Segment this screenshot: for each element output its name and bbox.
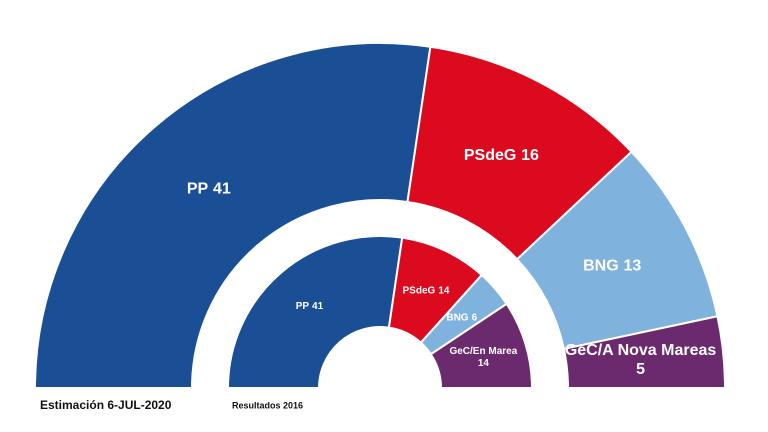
value-label: 6 — [472, 312, 478, 323]
value-label: 41 — [213, 181, 231, 198]
category-label: PSdeG — [403, 285, 436, 296]
category-label: GeC/A Nova Mareas — [565, 342, 717, 359]
segment-label: PP 41 — [187, 181, 231, 198]
chart-title: Resultados 2016 — [232, 400, 303, 410]
segment-label: BNG 6 — [446, 312, 477, 323]
value-label: 16 — [521, 147, 539, 164]
segment-label: GeC/En Marea 14 — [449, 345, 517, 368]
segment-label: GeC/A Nova Mareas 5 — [565, 342, 717, 378]
segment — [562, 315, 727, 389]
category-label: BNG — [583, 258, 619, 275]
category-label: PSdeG — [464, 147, 516, 164]
category-label: PP — [187, 181, 209, 198]
category-label: GeC/En Marea — [449, 345, 517, 356]
category-label: BNG — [446, 312, 468, 323]
segment-label: PSdeG 14 — [403, 285, 450, 296]
segment — [33, 42, 432, 389]
segment-label: BNG 13 — [583, 258, 641, 275]
value-label: 14 — [438, 285, 450, 296]
chart-title: Estimación 6-JUL-2020 — [40, 398, 172, 412]
category-label: PP — [296, 301, 310, 312]
segment-label: PSdeG 16 — [464, 147, 539, 164]
segment — [226, 235, 404, 389]
value-label: 14 — [478, 357, 490, 368]
segment — [429, 302, 534, 389]
value-label: 5 — [636, 361, 645, 378]
value-label: 41 — [312, 301, 324, 312]
segment-label: PP 41 — [296, 301, 324, 312]
value-label: 13 — [623, 258, 641, 275]
